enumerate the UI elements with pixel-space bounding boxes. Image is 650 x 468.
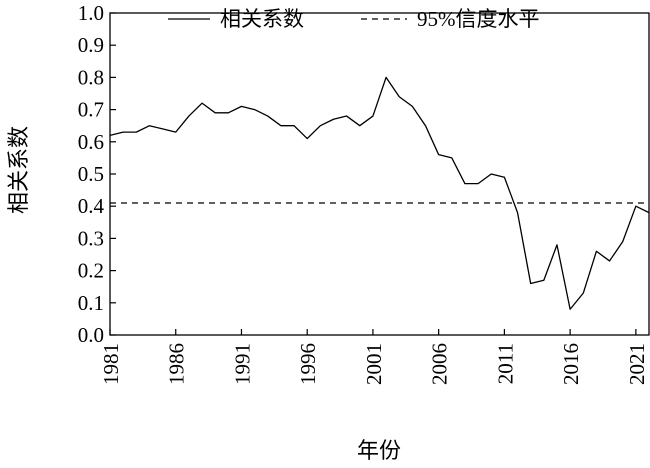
x-axis-ticks: 1981 1986 1991 1996 2001 2006 2011 2016 2021	[99, 329, 649, 385]
x-tick-label: 2021	[625, 343, 649, 385]
y-tick-label: 0.3	[78, 226, 104, 250]
x-tick-label: 1991	[230, 343, 254, 385]
y-tick-label: 0.2	[78, 259, 104, 283]
y-tick-label: 0.7	[78, 98, 104, 122]
correlation-line	[109, 76, 650, 310]
x-tick-label: 1996	[296, 343, 320, 385]
x-tick-label: 2016	[559, 343, 583, 385]
legend-dashed-label: 95%信度水平	[417, 7, 540, 31]
x-tick-label: 1981	[99, 343, 123, 385]
x-tick-label: 2001	[362, 343, 386, 385]
y-tick-label: 0.0	[78, 323, 104, 347]
legend-solid-label: 相关系数	[220, 7, 304, 31]
legend: 相关系数 95%信度水平	[168, 7, 540, 31]
y-tick-label: 1.0	[78, 1, 104, 25]
y-tick-label: 0.9	[78, 33, 104, 57]
legend-dashed-label-text: 信度水平	[456, 7, 540, 31]
x-tick-label: 2011	[493, 343, 517, 384]
y-tick-label: 0.8	[78, 65, 104, 89]
x-tick-label: 1986	[165, 343, 189, 385]
axes	[109, 12, 650, 336]
y-tick-label: 0.4	[78, 194, 105, 218]
x-tick-label: 2006	[428, 343, 452, 385]
y-tick-label: 0.6	[78, 130, 104, 154]
y-tick-label: 0.1	[78, 291, 104, 315]
legend-dashed-label-percent: 95%	[417, 7, 456, 31]
series-lines	[109, 76, 650, 310]
y-axis-ticks: 0.0 0.1 0.2 0.3 0.4 0.5 0.6 0.7 0.8 0.9 1.0	[78, 1, 116, 347]
y-axis-title: 相关系数	[7, 126, 32, 214]
y-tick-label: 0.5	[78, 162, 104, 186]
x-axis-title: 年份	[357, 439, 401, 464]
plot-frame	[109, 12, 650, 336]
